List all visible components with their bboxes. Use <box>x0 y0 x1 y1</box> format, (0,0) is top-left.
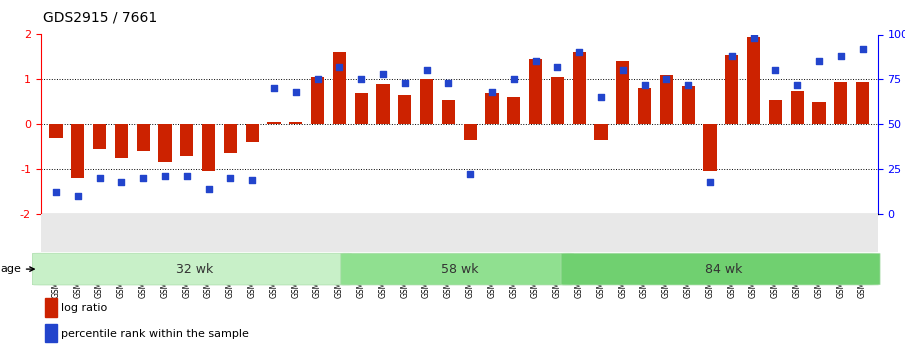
Point <box>572 50 586 55</box>
Point <box>441 80 455 86</box>
Bar <box>551 77 564 124</box>
Bar <box>45 324 56 342</box>
Bar <box>747 37 760 124</box>
Bar <box>616 61 629 124</box>
Bar <box>681 86 695 124</box>
Point <box>747 35 761 41</box>
Point <box>136 175 150 181</box>
Point <box>703 179 718 184</box>
Bar <box>725 55 738 124</box>
Bar <box>507 97 520 124</box>
Bar <box>376 84 389 124</box>
Bar <box>268 122 281 124</box>
Point <box>529 59 543 64</box>
Point <box>463 172 478 177</box>
Point <box>834 53 848 59</box>
Text: log ratio: log ratio <box>62 303 108 313</box>
Bar <box>45 298 56 317</box>
Bar <box>813 102 825 124</box>
Point <box>179 174 194 179</box>
Point <box>245 177 260 183</box>
Point <box>267 86 281 91</box>
Bar <box>202 124 215 171</box>
Point <box>376 71 390 77</box>
Point <box>507 77 521 82</box>
Bar <box>595 124 607 140</box>
Bar <box>573 52 586 124</box>
Point <box>790 82 805 88</box>
Point <box>812 59 826 64</box>
Point <box>725 53 739 59</box>
Point <box>49 190 63 195</box>
Bar <box>398 95 412 124</box>
Point <box>157 174 172 179</box>
Text: age: age <box>0 264 34 274</box>
Point <box>114 179 129 184</box>
Bar <box>115 124 128 158</box>
Point <box>768 68 783 73</box>
Bar <box>180 124 194 156</box>
Bar <box>638 88 651 124</box>
Bar <box>791 90 804 124</box>
Bar <box>660 75 673 124</box>
Point <box>550 64 565 70</box>
Bar <box>485 93 499 124</box>
Point <box>681 82 695 88</box>
Point <box>354 77 368 82</box>
Point <box>332 64 347 70</box>
Point <box>659 77 673 82</box>
Text: GDS2915 / 7661: GDS2915 / 7661 <box>43 10 157 24</box>
Point <box>71 193 85 199</box>
Point <box>310 77 325 82</box>
Point <box>615 68 630 73</box>
Point <box>397 80 412 86</box>
Bar <box>703 124 717 171</box>
Bar <box>355 93 367 124</box>
Bar <box>529 59 542 124</box>
Point <box>224 175 238 181</box>
Bar <box>290 122 302 124</box>
Point <box>201 186 215 191</box>
Bar <box>158 124 172 162</box>
Bar <box>856 81 869 124</box>
FancyBboxPatch shape <box>33 253 351 285</box>
Bar <box>333 52 346 124</box>
FancyBboxPatch shape <box>341 253 574 285</box>
Text: percentile rank within the sample: percentile rank within the sample <box>62 329 249 338</box>
Point <box>594 95 608 100</box>
Point <box>637 82 652 88</box>
Point <box>92 175 107 181</box>
Point <box>855 46 870 52</box>
Bar <box>137 124 149 151</box>
Bar <box>769 99 782 124</box>
Text: 84 wk: 84 wk <box>705 263 742 276</box>
Text: 32 wk: 32 wk <box>176 263 214 276</box>
Bar <box>442 99 455 124</box>
Bar <box>224 124 237 153</box>
Text: 58 wk: 58 wk <box>441 263 478 276</box>
Bar <box>245 124 259 142</box>
Point <box>419 68 433 73</box>
FancyBboxPatch shape <box>561 253 880 285</box>
Bar <box>71 124 84 178</box>
Bar <box>311 77 324 124</box>
Bar <box>93 124 106 149</box>
Bar <box>420 79 433 124</box>
Bar <box>834 81 847 124</box>
Point <box>485 89 500 95</box>
Bar <box>50 124 62 138</box>
Bar <box>463 124 477 140</box>
Point <box>289 89 303 95</box>
